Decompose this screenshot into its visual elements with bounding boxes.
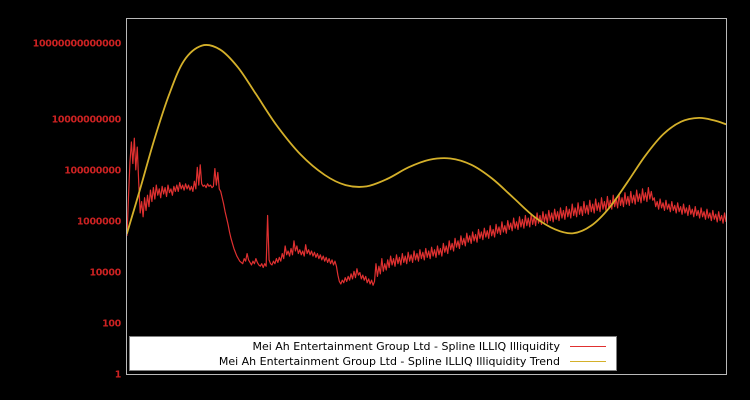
y-tick-label: 1000000 [76,216,121,228]
legend-entry-illiquidity[interactable]: Mei Ah Entertainment Group Ltd - Spline … [130,339,616,354]
y-tick-label: 100000000 [64,165,121,177]
chart-legend[interactable]: Mei Ah Entertainment Group Ltd - Spline … [129,336,617,371]
plot-curves [127,44,726,286]
legend-label-illiquidity: Mei Ah Entertainment Group Ltd - Spline … [252,339,560,353]
legend-entry-illiquidity-trend[interactable]: Mei Ah Entertainment Group Ltd - Spline … [130,354,616,369]
legend-swatch-illiquidity-trend [570,360,606,362]
legend-label-illiquidity-trend: Mei Ah Entertainment Group Ltd - Spline … [218,354,560,368]
series-illiquidity-path [127,137,726,286]
y-axis: 1 100 10000 1000000 100000000 10000000000 1000… [0,18,126,380]
y-tick-label: 10000 [89,267,121,279]
series-illiquidity-trend-path [127,44,726,235]
plot-area [126,18,727,375]
y-tick-label: 1 [114,369,122,381]
y-tick-label: 100 [102,318,121,330]
legend-swatch-illiquidity [570,345,606,347]
y-tick-label: 10000000000 [51,114,122,126]
y-tick-label: 10000000000000 [32,37,122,49]
